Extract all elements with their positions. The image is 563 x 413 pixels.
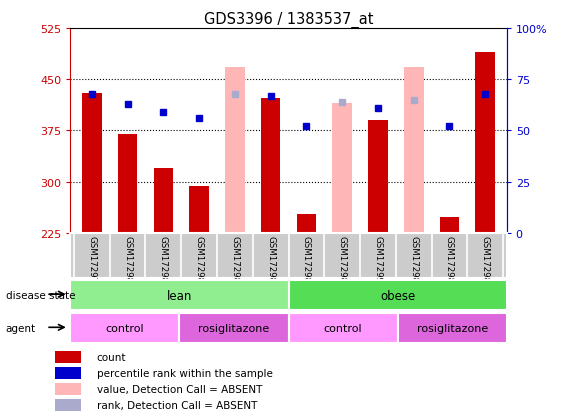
Text: GSM172986: GSM172986	[445, 235, 454, 288]
Bar	[180, 313, 289, 343]
Bar	[332, 104, 352, 233]
Bar	[297, 214, 316, 233]
Bar	[289, 280, 507, 310]
Text: GSM172982: GSM172982	[195, 235, 204, 288]
Text: obese: obese	[380, 289, 415, 302]
Bar	[55, 383, 81, 395]
Bar	[55, 351, 81, 363]
Text: rosiglitazone: rosiglitazone	[417, 323, 488, 333]
Text: GSM172987: GSM172987	[302, 235, 311, 288]
Text: GSM172984: GSM172984	[266, 235, 275, 288]
Bar	[154, 169, 173, 233]
Text: disease state: disease state	[6, 290, 75, 300]
Text: GSM172979: GSM172979	[87, 235, 96, 288]
Text: control: control	[324, 323, 363, 333]
Text: count: count	[97, 353, 126, 363]
Text: GSM172981: GSM172981	[159, 235, 168, 288]
Bar	[82, 94, 102, 233]
Text: control: control	[106, 323, 144, 333]
Bar	[55, 368, 81, 379]
Text: GSM172983: GSM172983	[230, 235, 239, 288]
Bar	[397, 313, 507, 343]
Bar	[440, 218, 459, 233]
Bar	[55, 399, 81, 411]
Text: percentile rank within the sample: percentile rank within the sample	[97, 368, 272, 378]
Text: GSM172985: GSM172985	[409, 235, 418, 288]
Text: rosiglitazone: rosiglitazone	[198, 323, 270, 333]
Bar	[70, 313, 180, 343]
Text: lean: lean	[167, 289, 192, 302]
Bar	[225, 68, 245, 233]
Text: value, Detection Call = ABSENT: value, Detection Call = ABSENT	[97, 384, 262, 394]
Bar	[289, 313, 397, 343]
Text: GSM172988: GSM172988	[481, 235, 490, 288]
Text: rank, Detection Call = ABSENT: rank, Detection Call = ABSENT	[97, 400, 257, 410]
Bar	[118, 135, 137, 233]
Bar	[261, 99, 280, 233]
Bar	[475, 53, 495, 233]
Bar	[189, 187, 209, 233]
Text: GSM172980: GSM172980	[123, 235, 132, 288]
Title: GDS3396 / 1383537_at: GDS3396 / 1383537_at	[204, 12, 373, 28]
Bar	[368, 121, 388, 233]
Bar	[404, 68, 423, 233]
Bar	[70, 280, 289, 310]
Text: GSM172989: GSM172989	[338, 235, 347, 288]
Text: GSM172990: GSM172990	[373, 235, 382, 288]
Text: agent: agent	[6, 323, 36, 333]
